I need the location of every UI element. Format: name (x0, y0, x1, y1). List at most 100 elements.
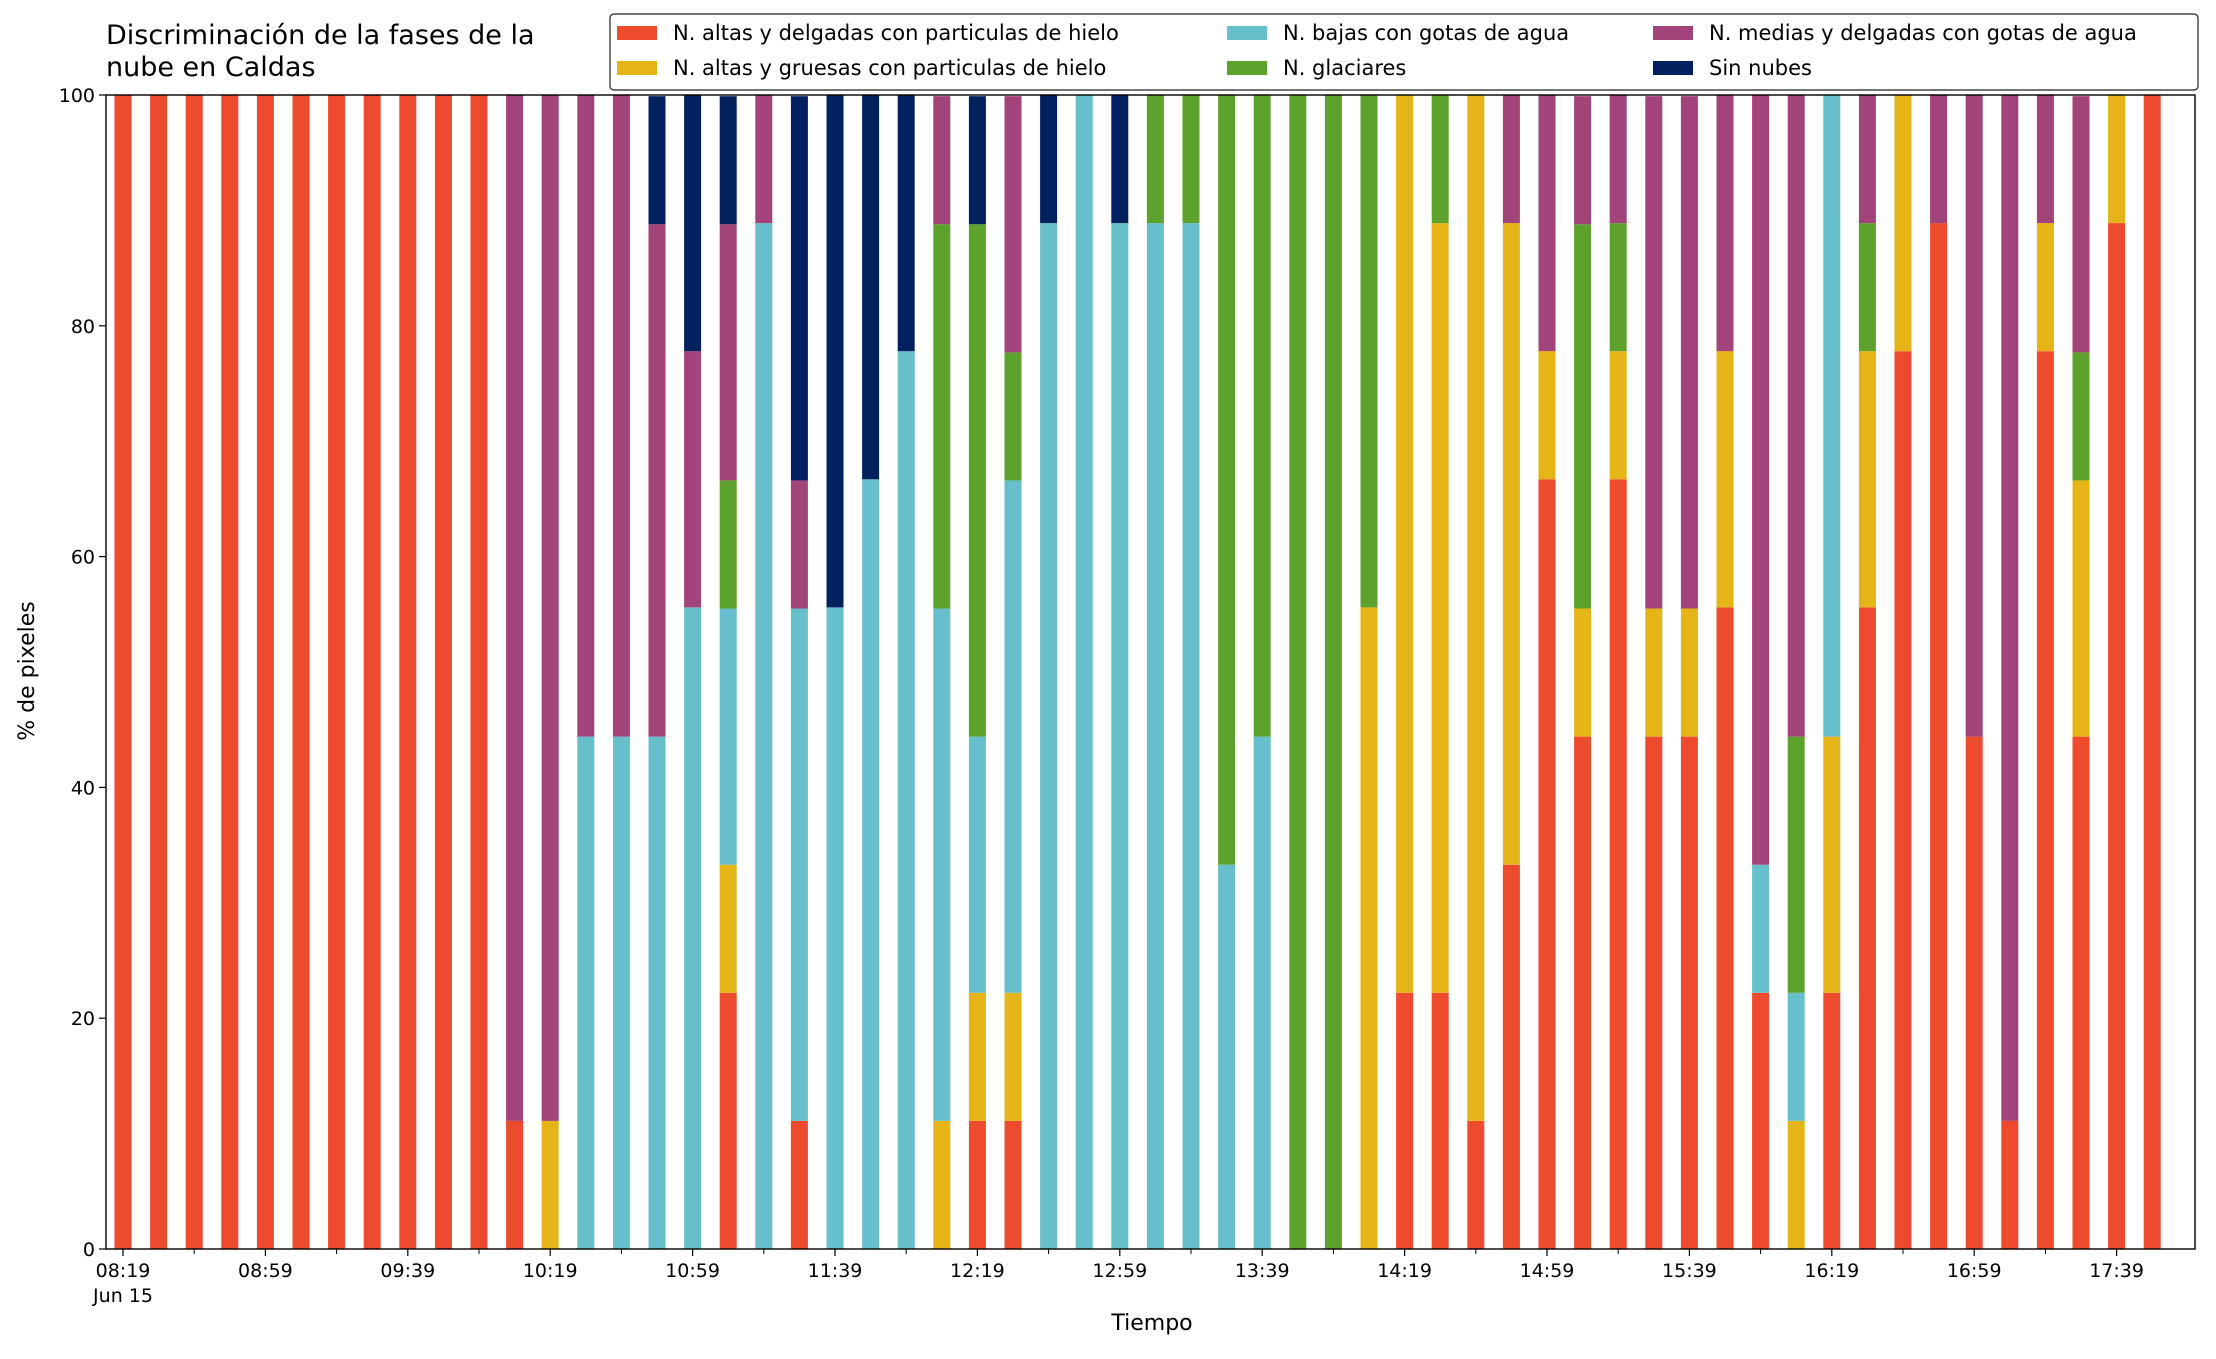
bar-segment (470, 95, 488, 1249)
bar-segment (399, 95, 417, 1249)
bar-segment (1752, 864, 1770, 993)
bar-segment (826, 95, 844, 608)
bar-segment (1538, 479, 1556, 1250)
bar-segment (1645, 736, 1663, 1249)
x-tick-label: 08:19 (96, 1260, 151, 1282)
bar-segment (1716, 607, 1734, 1249)
bar-segment (1752, 95, 1770, 865)
bar-segment (2072, 736, 2090, 1249)
y-tick-label: 100 (59, 85, 95, 107)
bar-segment (541, 1120, 559, 1249)
bar-segment (1467, 95, 1485, 1121)
bar-segment (1253, 95, 1271, 737)
bar-segment (1218, 864, 1236, 1249)
bar-segment (2108, 95, 2126, 224)
bar-segment (1645, 608, 1663, 737)
x-tick-label: 11:39 (808, 1260, 863, 1282)
bar-segment (1858, 95, 1876, 224)
bar-segment (1787, 95, 1805, 737)
bar-segment (648, 96, 666, 225)
bar-segment (2143, 95, 2161, 1249)
bar-segment (1894, 95, 1912, 352)
bar-segment (328, 95, 346, 1249)
bar-segment (1716, 95, 1734, 352)
bar-segment (2001, 95, 2019, 1121)
bar-segment (1930, 95, 1948, 224)
legend-swatch (1653, 26, 1693, 40)
bar-segment (933, 1120, 951, 1249)
bar-segment (1218, 95, 1236, 865)
legend-swatch (617, 26, 657, 40)
bar-segment (506, 95, 524, 1121)
bar-segment (1040, 223, 1058, 1249)
bar-segment (1111, 95, 1129, 224)
bar-segment (1396, 95, 1414, 993)
bar-segment (1574, 96, 1592, 225)
legend-swatch (1227, 61, 1267, 75)
bar-segment (933, 224, 951, 609)
bar-segment (790, 480, 808, 609)
x-tick-label: 10:19 (523, 1260, 578, 1282)
bar-segment (1146, 223, 1164, 1249)
bar-segment (1040, 95, 1058, 224)
x-tick-label: 16:59 (1947, 1260, 2002, 1282)
y-tick-label: 60 (71, 547, 95, 569)
legend-swatch (1653, 61, 1693, 75)
bar-segment (1787, 736, 1805, 993)
bar-segment (648, 224, 666, 737)
bar-segment (292, 95, 310, 1249)
bar-segment (256, 95, 274, 1249)
legend-label: Sin nubes (1709, 56, 1812, 80)
bar-segment (1609, 351, 1627, 480)
bar-segment (1502, 223, 1520, 865)
bar-segment (1324, 95, 1342, 1249)
bar-segment (1680, 736, 1698, 1249)
y-tick-label: 20 (71, 1008, 95, 1030)
bar-segment (719, 224, 737, 481)
bar-segment (506, 1120, 524, 1249)
bar-segment (1858, 223, 1876, 352)
legend-swatch (1227, 26, 1267, 40)
x-axis-label: Tiempo (1110, 1311, 1192, 1336)
bar-segment (719, 96, 737, 225)
bar-segment (684, 95, 702, 352)
bar-segment (1289, 95, 1307, 1249)
plot-frame (105, 94, 2196, 1250)
bar-segment (719, 608, 737, 865)
bar-segment (755, 223, 773, 1249)
bar-segment (684, 351, 702, 608)
x-tick-label: 13:39 (1235, 1260, 1290, 1282)
bar-segment (719, 992, 737, 1249)
x-tick-label: 12:19 (950, 1260, 1005, 1282)
bar-segment (862, 95, 880, 480)
bar-segment (2072, 96, 2090, 353)
bar-segment (1360, 607, 1378, 1249)
bar-segment (862, 479, 880, 1250)
bar-segment (1467, 1120, 1485, 1249)
bar-segment (933, 608, 951, 1121)
bar-segment (1609, 223, 1627, 352)
bar-segment (684, 607, 702, 1249)
legend-label: N. glaciares (1283, 56, 1406, 80)
bar-segment (1253, 736, 1271, 1249)
bar-segment (1004, 96, 1022, 353)
bar-segment (2036, 351, 2054, 1249)
bar-segment (1823, 95, 1841, 737)
bar-segment (1502, 864, 1520, 1249)
bar-segment (185, 95, 203, 1249)
bar-segment (1360, 95, 1378, 608)
chart-title: Discriminación de la fases de la nube en… (106, 20, 535, 83)
x-tick-label: 14:59 (1520, 1260, 1575, 1282)
bar-segment (2072, 480, 2090, 737)
x-tick-label: 09:39 (380, 1260, 435, 1282)
bar-segment (221, 95, 239, 1249)
x-tick-label: 08:59 (238, 1260, 293, 1282)
legend-label: N. medias y delgadas con gotas de agua (1709, 21, 2137, 45)
bar-segment (1004, 480, 1022, 993)
bar-segment (897, 351, 915, 1249)
bar-segment (968, 1120, 986, 1249)
bar-segment (1538, 351, 1556, 480)
bar-segment (114, 95, 132, 1249)
bar-segment (1965, 736, 1983, 1249)
